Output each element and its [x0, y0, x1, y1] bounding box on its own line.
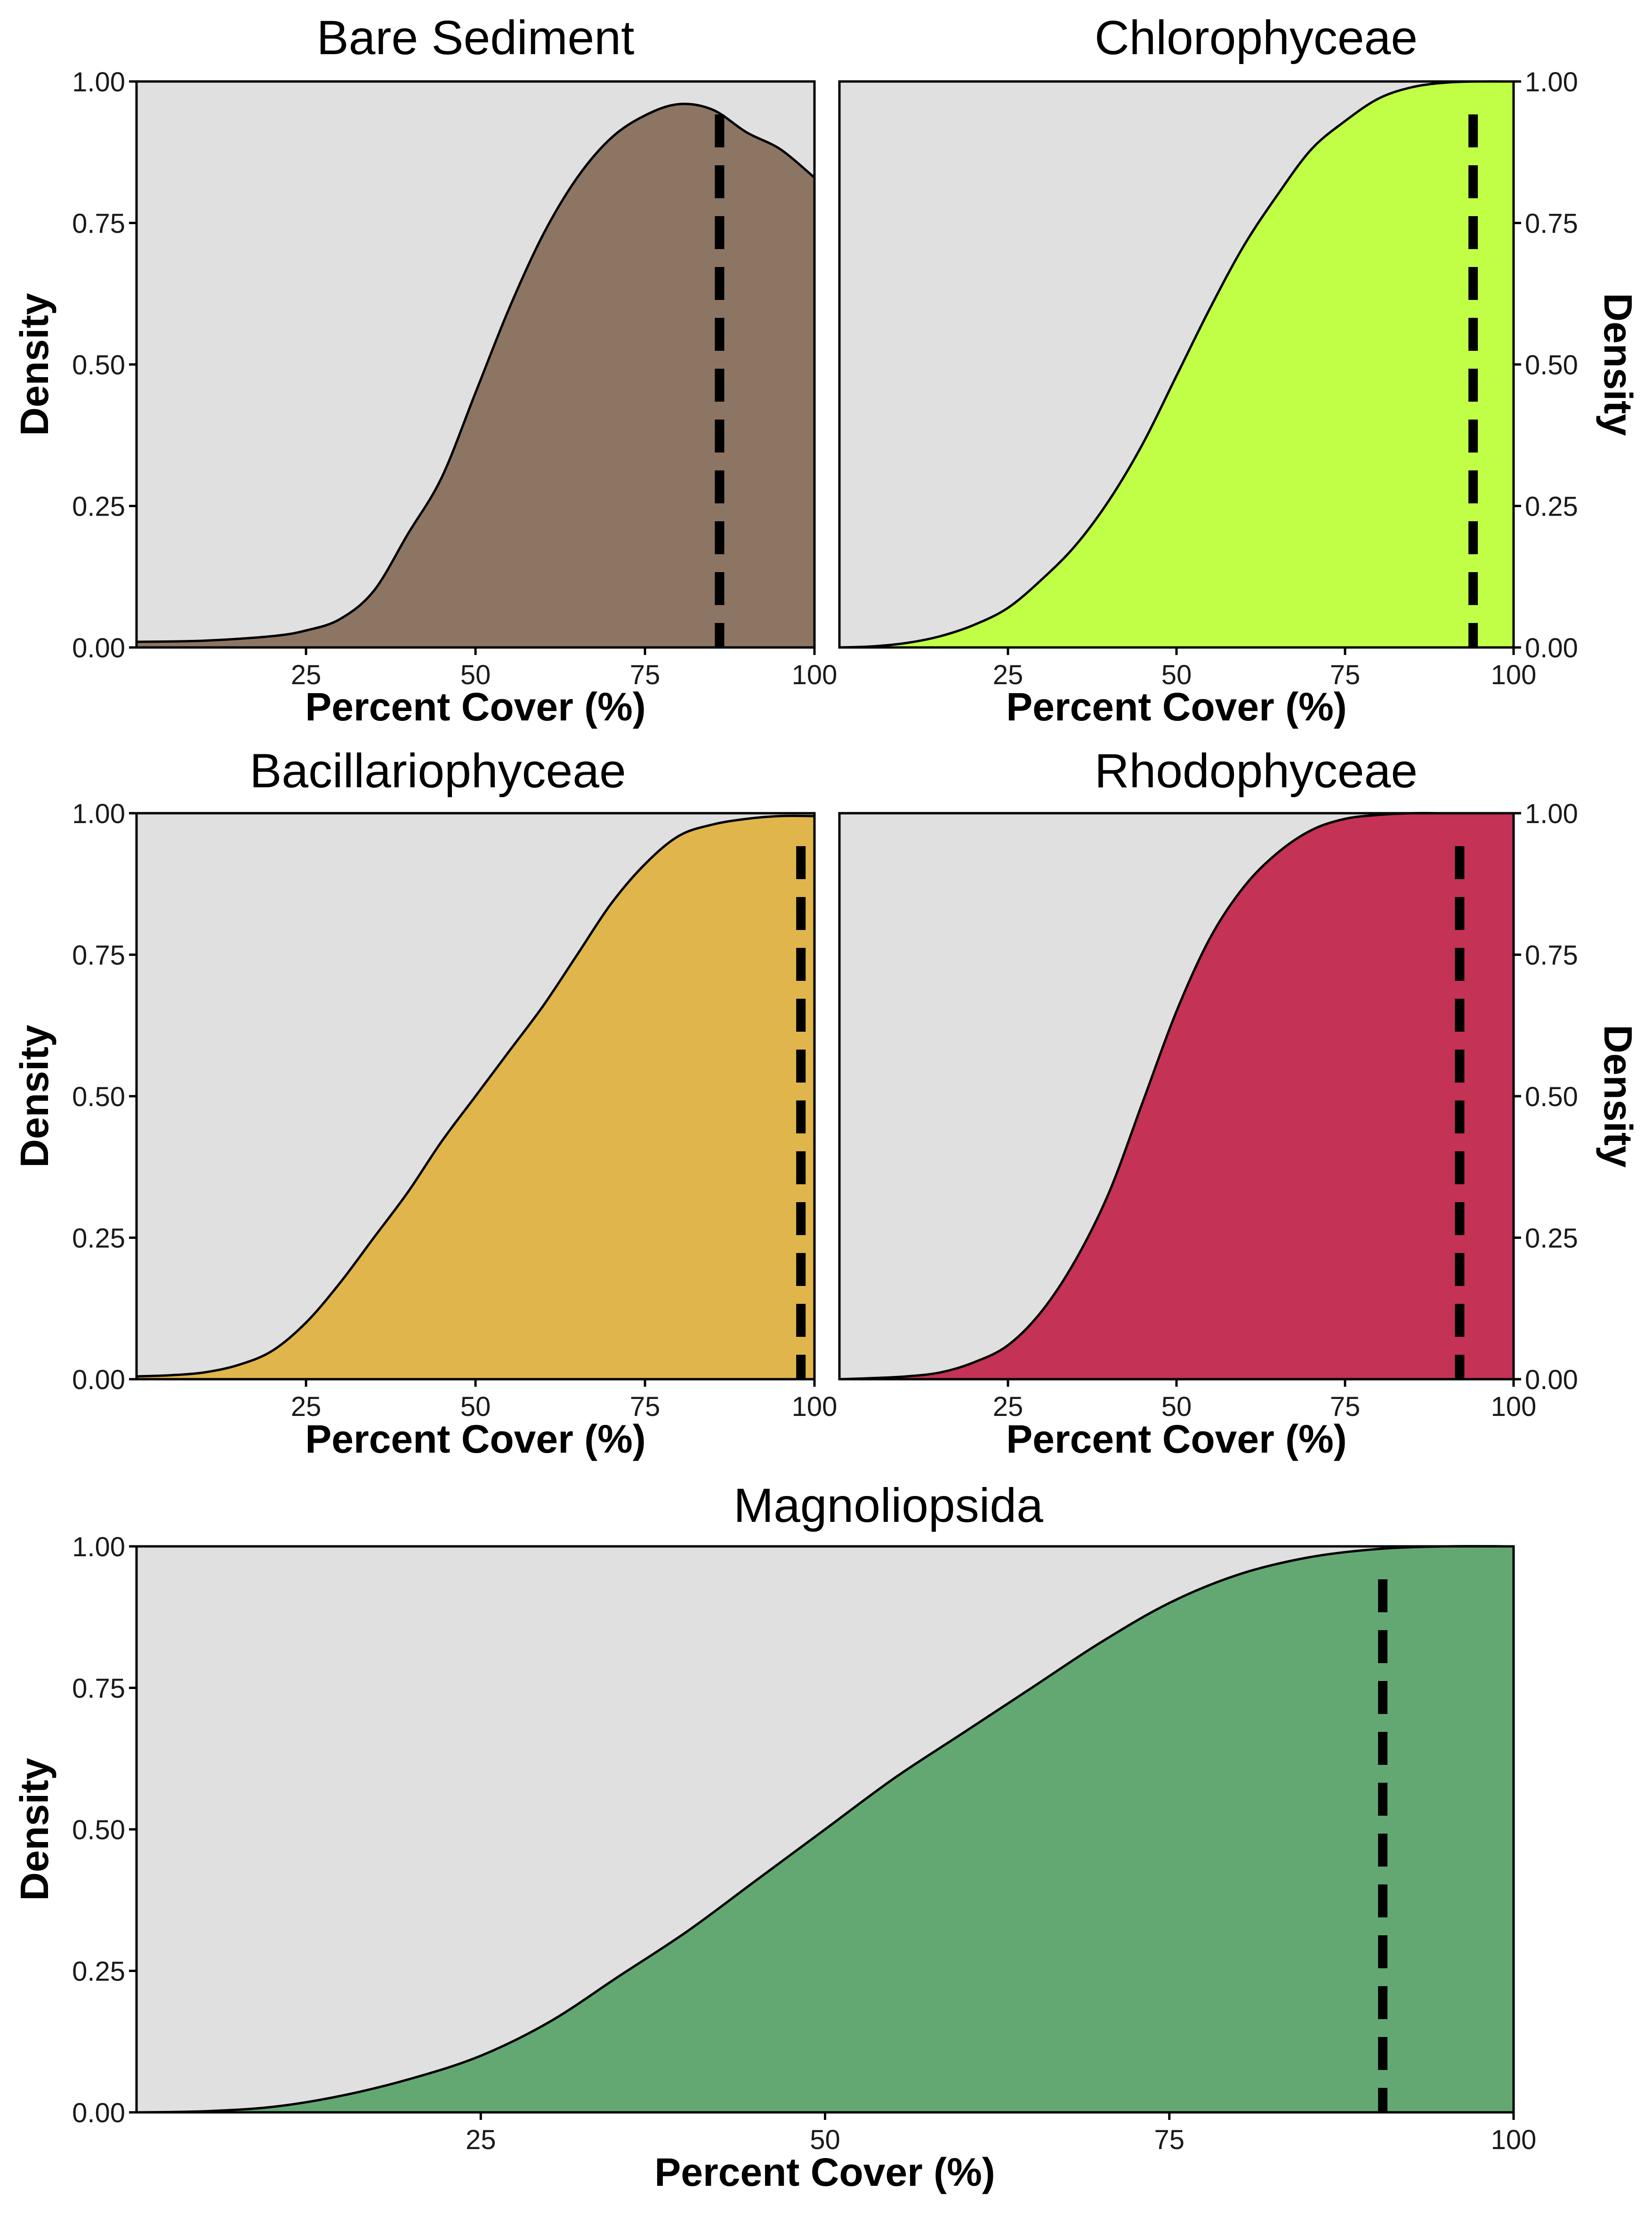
x-axis-title: Percent Cover (%): [305, 1417, 646, 1461]
x-tick-label: 50: [810, 2125, 840, 2155]
x-tick-label: 25: [993, 1391, 1023, 1422]
y-tick-label: 0.00: [72, 633, 125, 663]
data-marks: [839, 812, 1514, 1381]
y-tick-label: 0.75: [72, 940, 125, 971]
panel-title: Magnoliopsida: [733, 1479, 1043, 1532]
axes: 25 50 75 100 0.00 0.25 0.50 0.75 1.00: [72, 1532, 1536, 2155]
y-tick-label: 0.25: [1525, 1223, 1578, 1254]
y-tick-label: 0.25: [72, 492, 125, 522]
axes: 25 50 75 100 0.00 0.25 0.50 0.75 1.00: [72, 799, 837, 1422]
x-axis-title: Percent Cover (%): [1006, 685, 1347, 729]
y-axis-title: Density: [12, 293, 56, 436]
x-tick-label: 75: [630, 1391, 661, 1422]
x-tick-label: 100: [1491, 2125, 1537, 2155]
data-marks: [136, 815, 815, 1379]
y-axis-title: Density: [1596, 1025, 1640, 1168]
y-axis-title: Density: [12, 1025, 56, 1168]
density-curve: [136, 1545, 1514, 2114]
y-tick-label: 0.00: [72, 1365, 125, 1395]
y-tick-label: 1.00: [1525, 67, 1578, 97]
y-tick-label: 0.75: [1525, 940, 1578, 971]
x-axis-title: Percent Cover (%): [305, 685, 646, 729]
density-area: [839, 81, 1514, 647]
axes: 25 50 75 100 0.00 0.25 0.50 0.75 1.00: [72, 67, 837, 690]
y-tick-label: 1.00: [72, 799, 125, 829]
x-tick-label: 25: [993, 660, 1023, 690]
panel-title: Chlorophyceae: [1095, 11, 1418, 65]
y-tick-label: 0.25: [72, 1223, 125, 1254]
y-tick-label: 1.00: [72, 1532, 125, 1562]
x-tick-label: 50: [460, 1391, 491, 1422]
y-tick-label: 0.25: [1525, 492, 1578, 522]
y-tick-label: 0.50: [1525, 350, 1578, 380]
y-tick-label: 0.25: [72, 1956, 125, 1987]
x-tick-label: 75: [1154, 2125, 1185, 2155]
x-tick-label: 100: [792, 660, 838, 690]
x-axis-title: Percent Cover (%): [1006, 1417, 1347, 1461]
panel-title: Rhodophyceae: [1095, 744, 1418, 798]
density-area: [137, 1546, 1514, 2112]
x-tick-label: 75: [1330, 1391, 1361, 1422]
x-tick-label: 25: [291, 1391, 322, 1422]
density-curve: [839, 80, 1514, 649]
panel-bacillariophyceae: Bacillariophyceae 25 50 75 100 0.00 0.25 0.50 0…: [12, 744, 837, 1461]
panel-magnoliopsida: Magnoliopsida 25 50 75 100 0.00 0.25 0.50 0.75 1…: [12, 1479, 1536, 2194]
x-tick-label: 75: [1330, 660, 1361, 690]
x-tick-label: 50: [1161, 660, 1192, 690]
x-tick-label: 25: [291, 660, 322, 690]
x-tick-label: 75: [630, 660, 661, 690]
y-tick-label: 0.50: [72, 350, 125, 380]
y-tick-label: 0.50: [1525, 1082, 1578, 1112]
y-tick-label: 1.00: [1525, 799, 1578, 829]
y-tick-label: 0.50: [72, 1815, 125, 1845]
x-tick-label: 50: [460, 660, 491, 690]
density-curve: [136, 815, 815, 1378]
x-axis-title: Percent Cover (%): [654, 2150, 995, 2194]
y-tick-label: 0.75: [72, 209, 125, 239]
y-tick-label: 0.00: [1525, 1365, 1578, 1395]
y-tick-label: 0.75: [72, 1673, 125, 1704]
x-tick-label: 100: [1491, 1391, 1537, 1422]
panel-bare-sediment: Bare Sediment 25 50 75 100 0.00 0.25 0.50 0.75 1…: [12, 11, 837, 729]
density-curve: [839, 812, 1514, 1381]
panel-title: Bacillariophyceae: [250, 744, 626, 798]
y-axis-title: Density: [12, 1758, 56, 1901]
y-tick-label: 0.50: [72, 1082, 125, 1112]
data-marks: [136, 1545, 1514, 2114]
x-tick-label: 100: [792, 1391, 838, 1422]
density-area: [137, 104, 814, 648]
density-area: [839, 813, 1514, 1379]
y-tick-label: 0.00: [72, 2098, 125, 2128]
data-marks: [136, 103, 815, 648]
data-marks: [839, 80, 1514, 649]
density-curve: [136, 103, 815, 643]
panel-title: Bare Sediment: [317, 11, 635, 65]
y-tick-label: 0.00: [1525, 633, 1578, 663]
y-tick-label: 0.75: [1525, 209, 1578, 239]
y-tick-label: 1.00: [72, 67, 125, 97]
x-tick-label: 25: [466, 2125, 496, 2155]
x-tick-label: 100: [1491, 660, 1537, 690]
x-tick-label: 50: [1161, 1391, 1192, 1422]
y-axis-title: Density: [1596, 293, 1640, 436]
